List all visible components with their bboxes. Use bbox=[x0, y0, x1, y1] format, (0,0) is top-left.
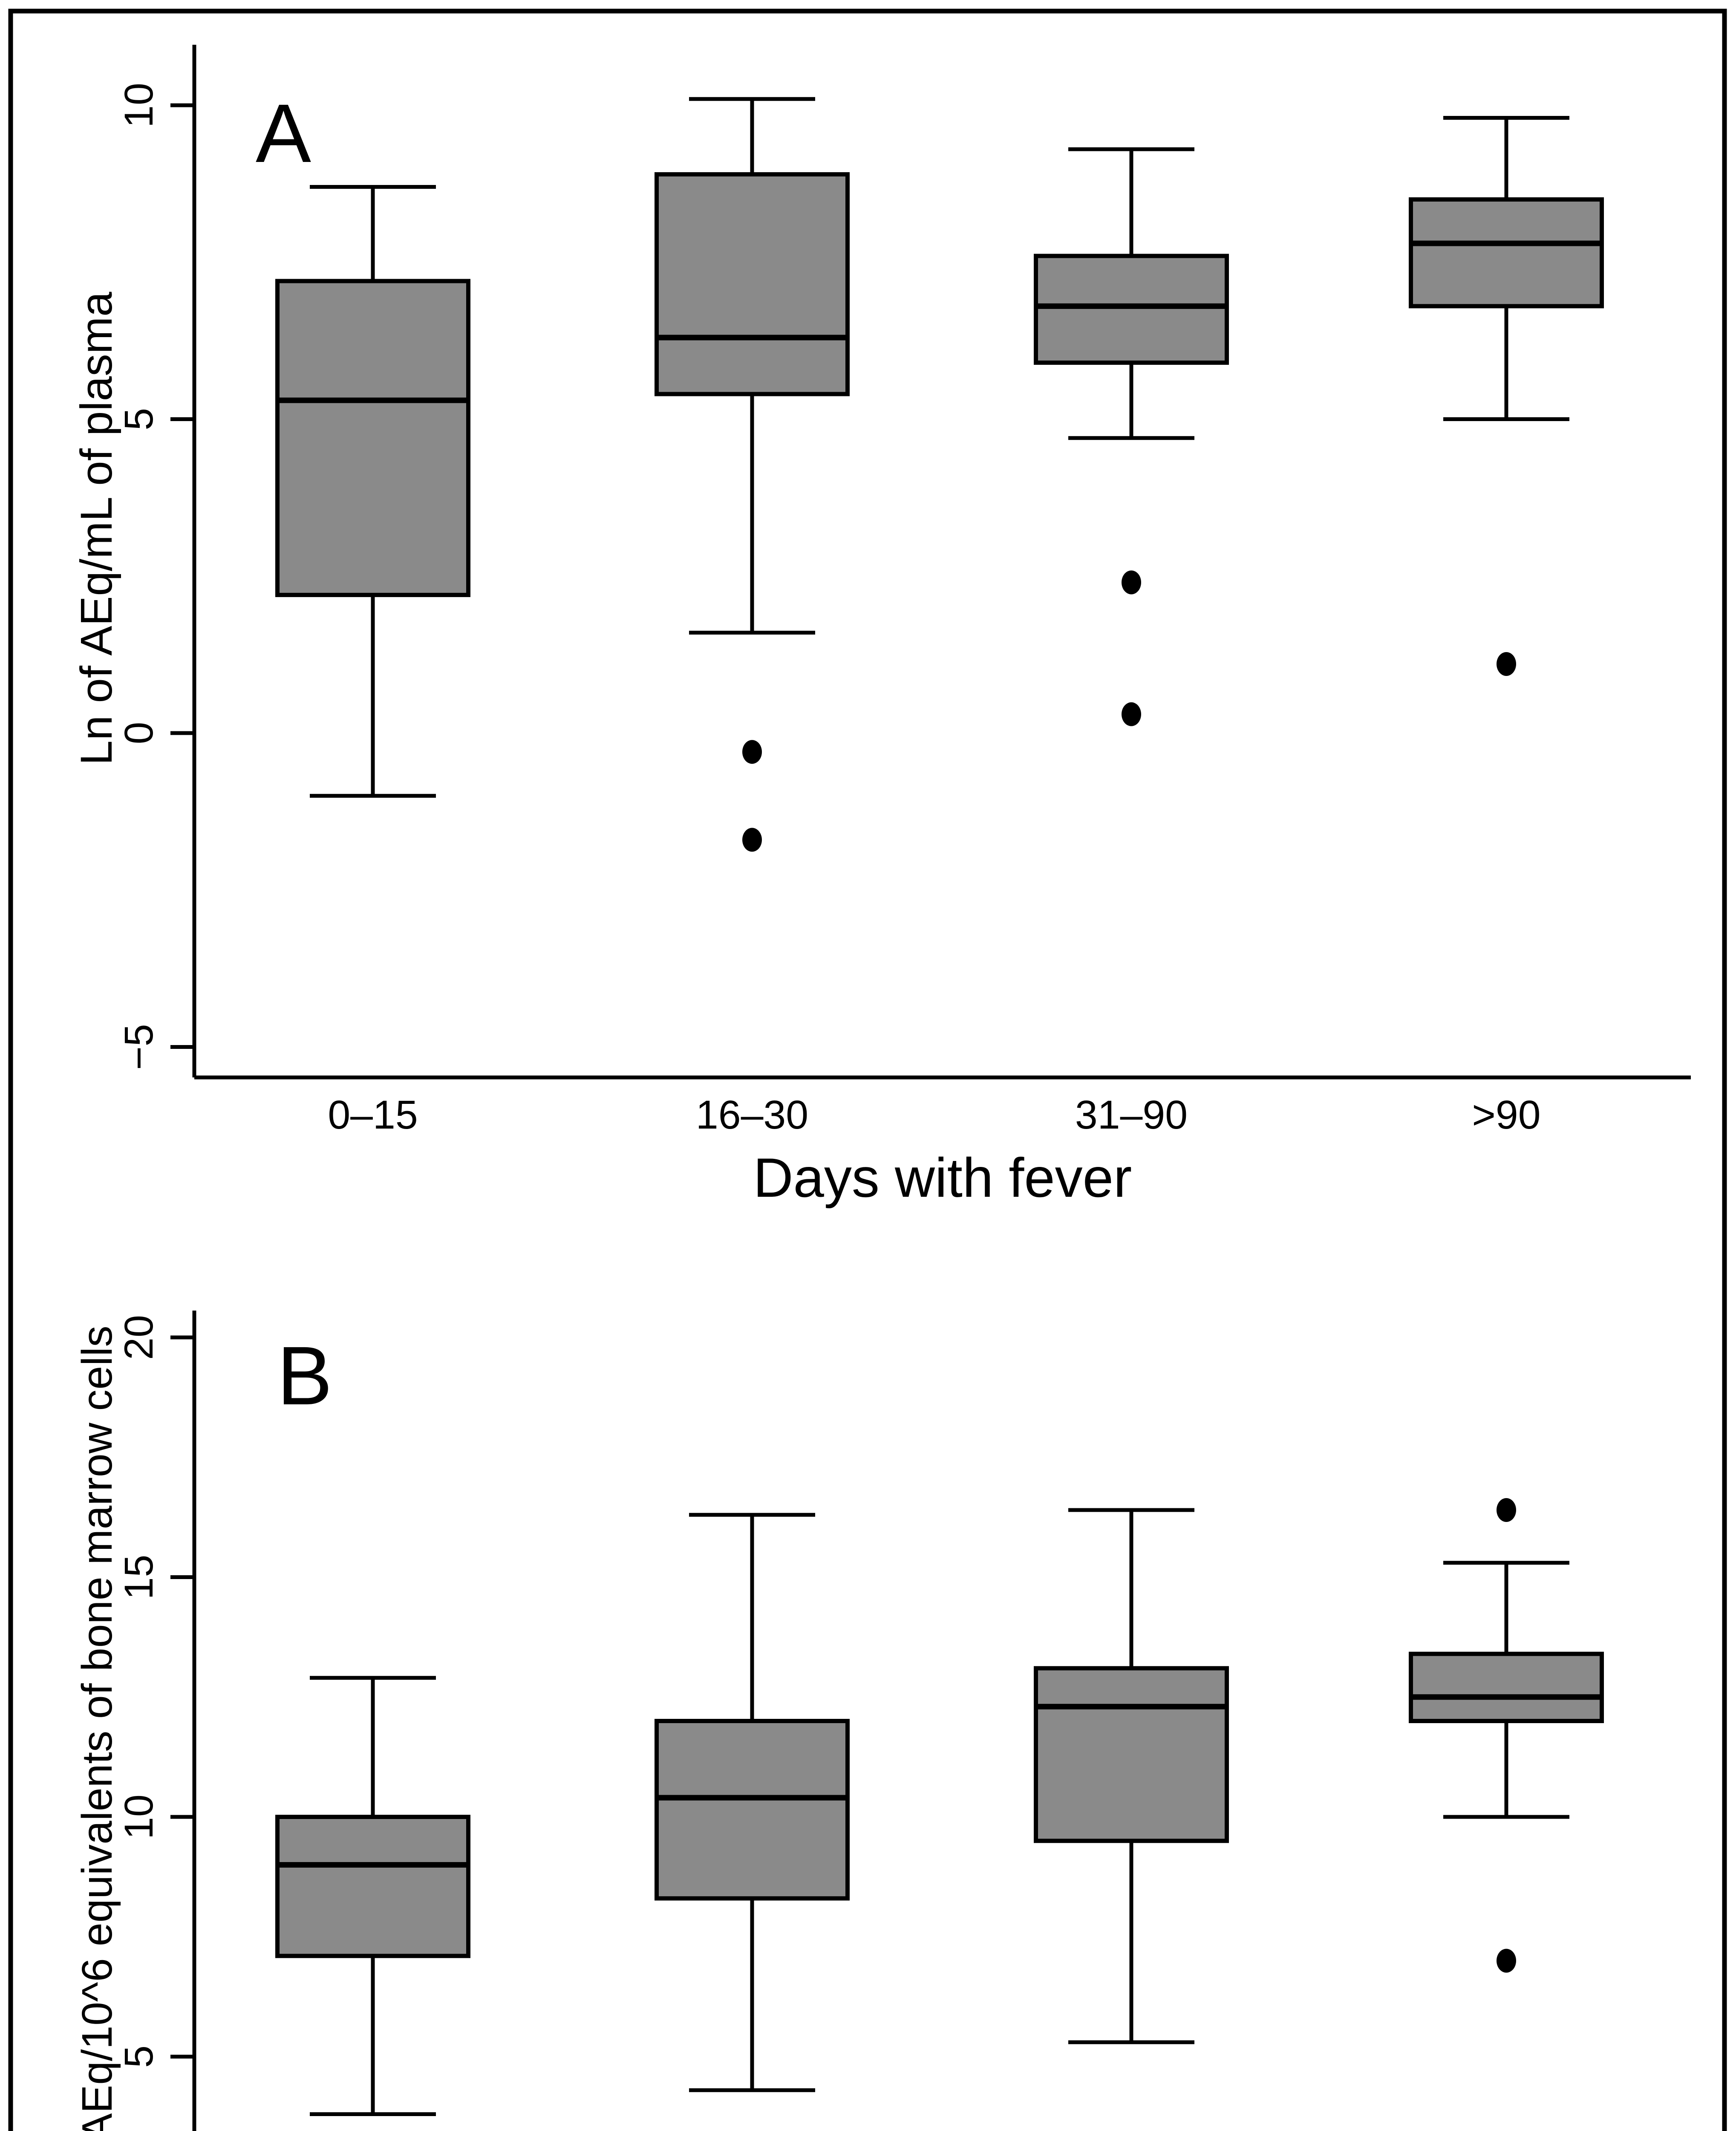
panel-letter: A bbox=[256, 87, 311, 180]
y-tick-label: 15 bbox=[116, 1555, 161, 1600]
y-tick-label: 5 bbox=[116, 408, 161, 430]
outlier-dot bbox=[1497, 1498, 1516, 1522]
box-group->90 bbox=[1409, 1498, 1604, 1973]
y-tick-label: −5 bbox=[116, 1024, 161, 1070]
panel-letter: B bbox=[277, 1329, 332, 1422]
x-category-label: 0–15 bbox=[328, 1092, 418, 1138]
iqr-box bbox=[655, 172, 850, 396]
panel-a: −5 0 5 10 Ln of AEq/mL of plasma A 0–15 16–30 31… bbox=[72, 45, 1691, 1209]
figure-border bbox=[8, 9, 1727, 2131]
y-tick-label: 10 bbox=[116, 1794, 161, 1839]
panel-b: 05101520Ln of AEq/10^6 equivalents of bo… bbox=[73, 1311, 1604, 2131]
y-tick-label: 0 bbox=[116, 722, 161, 745]
y-tick-label: 5 bbox=[116, 2045, 161, 2068]
outlier-dot bbox=[742, 740, 762, 764]
iqr-box bbox=[275, 279, 470, 597]
y-tick-label: 20 bbox=[116, 1315, 161, 1360]
y-axis-title: Ln of AEq/mL of plasma bbox=[72, 292, 121, 765]
iqr-box bbox=[1409, 1652, 1604, 1723]
outlier-dot bbox=[1497, 1949, 1516, 1973]
box-group-31–90 bbox=[1034, 147, 1229, 726]
box-group-0–15 bbox=[275, 1676, 470, 2116]
y-axis-title: Ln of AEq/10^6 equivalents of bone marro… bbox=[73, 1325, 121, 2131]
iqr-box bbox=[1034, 254, 1229, 365]
y-tick-label: 10 bbox=[116, 83, 161, 128]
x-axis-title: Days with fever bbox=[753, 1146, 1132, 1209]
outlier-dot bbox=[1497, 652, 1516, 676]
x-category-label: 31–90 bbox=[1075, 1092, 1188, 1138]
iqr-box bbox=[1409, 197, 1604, 309]
box-group-16–30 bbox=[655, 1513, 850, 2092]
box-group-31–90 bbox=[1034, 1508, 1229, 2044]
x-category-label: >90 bbox=[1472, 1092, 1540, 1138]
iqr-box bbox=[275, 1815, 470, 1958]
outlier-dot bbox=[1122, 702, 1141, 726]
outlier-dot bbox=[742, 828, 762, 852]
box-group-0–15 bbox=[275, 185, 470, 798]
iqr-box bbox=[1034, 1666, 1229, 1843]
outlier-dot bbox=[1122, 570, 1141, 595]
iqr-box bbox=[655, 1719, 850, 1901]
box-group-16–30 bbox=[655, 97, 850, 852]
box-group->90 bbox=[1409, 116, 1604, 676]
x-category-label: 16–30 bbox=[696, 1092, 808, 1138]
